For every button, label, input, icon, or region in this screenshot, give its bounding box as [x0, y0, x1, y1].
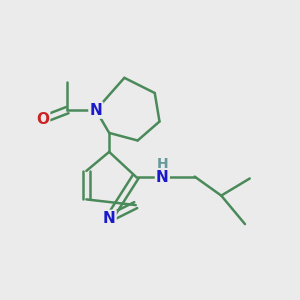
Text: H: H — [157, 157, 168, 171]
Text: N: N — [156, 170, 169, 185]
Text: N: N — [103, 211, 116, 226]
Text: O: O — [36, 112, 49, 127]
Text: N: N — [89, 103, 102, 118]
